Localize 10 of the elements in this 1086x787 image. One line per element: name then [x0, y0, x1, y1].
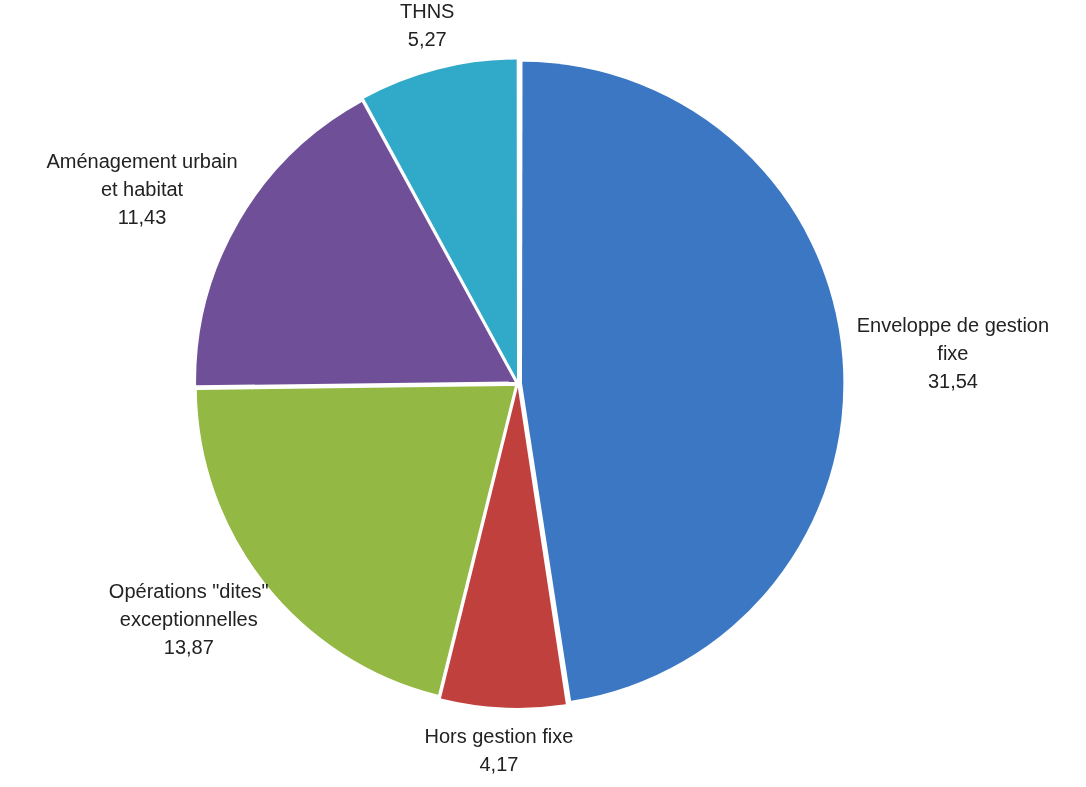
data-label: 31,54	[927, 370, 978, 393]
data-label: 4,17	[479, 752, 519, 775]
slice-label: Opérations "dites" exceptionnelles	[108, 580, 269, 631]
slice-label: THNS	[400, 0, 455, 23]
slice-label: Aménagement urbain et habitat	[46, 150, 238, 201]
slice-label: Enveloppe de gestion fixe	[856, 314, 1050, 365]
data-label: 11,43	[117, 206, 167, 229]
data-label: 5,27	[407, 28, 447, 51]
slice-label: Hors gestion fixe	[424, 724, 574, 747]
data-label: 13,87	[163, 636, 214, 659]
